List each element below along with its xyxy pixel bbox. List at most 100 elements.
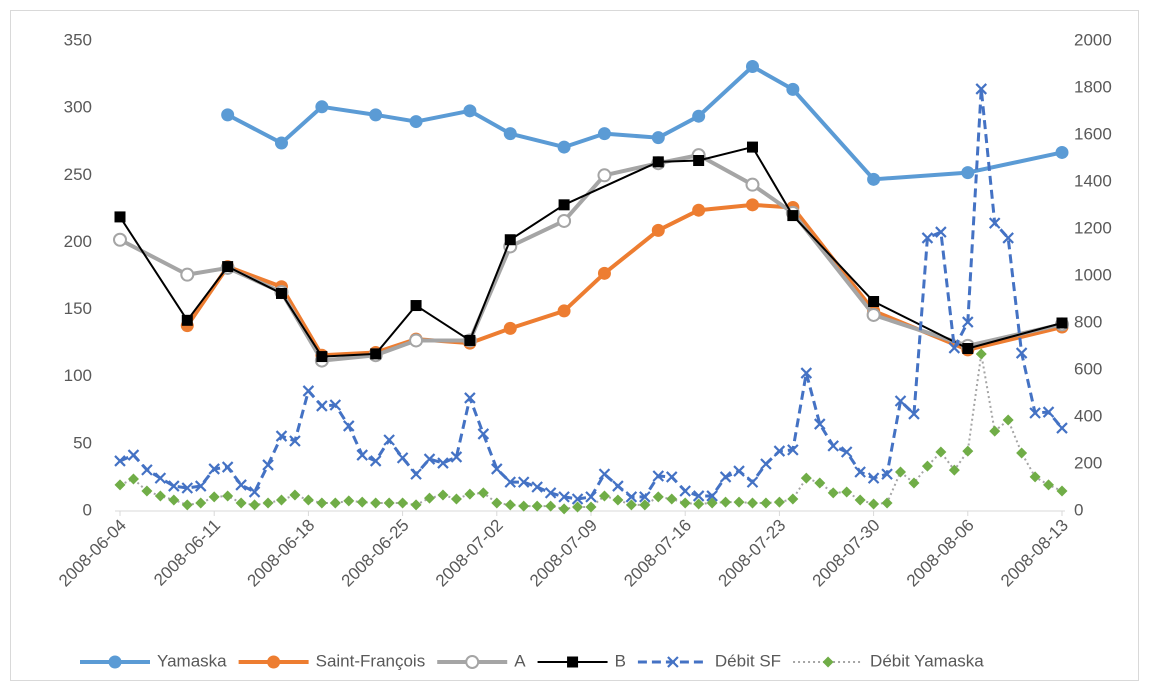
marker	[975, 83, 988, 95]
marker	[409, 115, 423, 129]
marker	[370, 348, 382, 360]
marker	[315, 100, 329, 114]
marker	[235, 479, 247, 491]
marker	[639, 491, 651, 503]
marker	[302, 385, 315, 397]
marker	[868, 296, 880, 308]
marker	[665, 471, 678, 483]
marker	[397, 497, 409, 509]
marker	[464, 392, 476, 404]
y2-tick-label: 0	[1074, 500, 1083, 519]
marker	[464, 334, 476, 346]
legend-item: Saint-François	[238, 651, 425, 670]
marker	[248, 486, 261, 498]
marker	[745, 177, 760, 192]
marker	[867, 172, 881, 186]
marker	[114, 211, 126, 223]
marker	[504, 234, 516, 246]
marker	[1002, 232, 1014, 244]
y-tick-label: 100	[64, 366, 92, 385]
marker	[267, 655, 281, 669]
legend-item: Débit Yamaska	[793, 651, 984, 670]
marker	[222, 490, 234, 502]
marker	[787, 210, 799, 222]
y2-tick-label: 1000	[1074, 265, 1112, 284]
marker	[383, 497, 395, 509]
marker	[465, 655, 480, 669]
marker	[517, 476, 530, 488]
marker	[356, 496, 368, 508]
marker	[316, 400, 328, 412]
marker	[343, 495, 355, 507]
marker	[692, 203, 706, 217]
marker	[1056, 485, 1068, 497]
marker	[274, 136, 288, 150]
marker	[1056, 422, 1068, 434]
marker	[921, 460, 933, 472]
marker	[370, 497, 382, 509]
marker	[895, 466, 907, 478]
marker	[962, 445, 974, 457]
marker	[652, 491, 664, 503]
marker	[719, 471, 732, 483]
marker	[437, 457, 449, 469]
marker	[745, 198, 759, 212]
marker	[948, 342, 961, 354]
marker	[822, 656, 834, 668]
marker	[745, 60, 759, 74]
marker	[194, 480, 207, 492]
marker	[410, 499, 422, 511]
marker	[639, 499, 651, 511]
marker	[572, 501, 584, 513]
marker	[114, 455, 126, 467]
marker	[786, 82, 800, 96]
marker	[612, 480, 624, 492]
marker	[1015, 347, 1028, 359]
marker	[262, 497, 274, 509]
marker	[787, 493, 799, 505]
marker	[262, 459, 274, 471]
marker	[545, 500, 557, 512]
y2-tick-label: 1800	[1074, 77, 1112, 96]
marker	[1016, 447, 1028, 459]
y-tick-label: 0	[83, 500, 92, 519]
y-tick-label: 200	[64, 232, 92, 251]
marker	[760, 497, 772, 509]
marker	[1043, 479, 1055, 491]
marker	[962, 316, 974, 328]
marker	[409, 333, 424, 348]
marker	[746, 476, 759, 488]
marker	[518, 500, 530, 512]
marker	[921, 232, 934, 244]
marker	[651, 223, 665, 237]
marker	[222, 261, 234, 273]
marker	[652, 470, 665, 482]
y2-tick-label: 800	[1074, 312, 1102, 331]
y2-tick-label: 600	[1074, 359, 1102, 378]
marker	[667, 656, 679, 668]
marker	[935, 226, 947, 238]
marker	[585, 491, 597, 503]
marker	[221, 108, 235, 122]
marker	[154, 472, 167, 484]
marker	[369, 455, 382, 467]
marker	[827, 487, 839, 499]
marker	[464, 488, 476, 500]
marker	[693, 498, 705, 510]
marker	[491, 497, 503, 509]
marker	[181, 314, 193, 326]
marker	[988, 217, 1001, 229]
marker	[935, 446, 947, 458]
marker	[504, 476, 517, 488]
marker	[866, 307, 881, 322]
marker	[625, 499, 637, 511]
marker	[1002, 414, 1014, 426]
marker	[567, 656, 579, 668]
marker	[867, 472, 880, 484]
legend-label: Débit Yamaska	[870, 651, 984, 670]
legend-label: B	[615, 651, 626, 670]
marker	[235, 497, 247, 509]
marker	[841, 486, 853, 498]
marker	[181, 482, 194, 494]
marker	[720, 496, 732, 508]
